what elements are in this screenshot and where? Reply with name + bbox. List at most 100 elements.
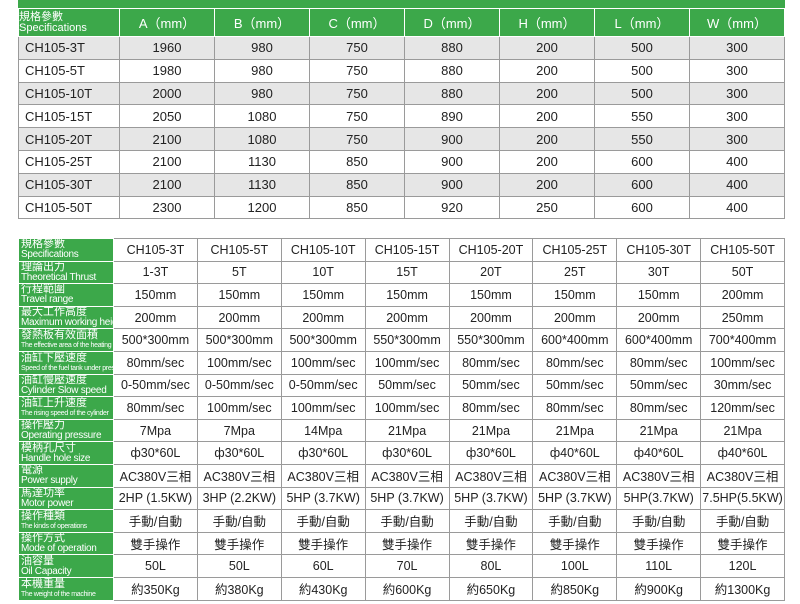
label-zh: 規格參數 [21,238,65,251]
cell: AC380V三相 [280,463,366,488]
cell: 920 [404,195,500,220]
model-cell: CH105-30T [18,172,120,197]
cell: 約380Kg [196,576,282,601]
cell: 約430Kg [280,576,366,601]
label-en: Oil Capacity [21,565,72,577]
data-row: 馬達功率 Motor power 2HP (1.5KW) 3HP (2.2KW) 5HP… [18,486,785,511]
model-cell: CH105-10T [18,81,120,106]
header-cell: H（mm） [499,8,595,37]
label-zh: 理論出力 [21,261,65,273]
cell: 900 [404,127,500,151]
cell: 550 [594,127,690,151]
cell: AC380V三相 [532,463,618,488]
cell: 手動/自動 [280,509,366,533]
cell: 50T [700,260,785,285]
cell: AC380V三相 [364,463,450,488]
cell: 雙手操作 [196,531,282,556]
cell: 約600Kg [364,576,450,601]
cell: 5HP (3.7KW) [280,486,366,511]
label-zh: 模柄孔尺寸 [21,441,76,454]
cell: 約650Kg [448,576,534,601]
cell: 20T [448,260,534,285]
cell: 100mm/sec [280,396,366,420]
cell: 100mm/sec [196,350,282,375]
cell: 10T [280,260,366,285]
cell: 21Mpa [616,418,702,443]
cell: 300 [689,36,785,60]
cell: 手動/自動 [532,509,618,533]
data-row: 油缸上升速度 The rising speed of the cylinder 80… [18,396,785,420]
cell: 110L [616,554,702,578]
cell: 50mm/sec [532,373,618,398]
data-row: CH105-30T 2100 1130 850 900 200 600 400 [18,172,785,197]
cell: 80L [448,554,534,578]
cell: 80mm/sec [113,396,198,420]
data-row: 理論出力 Theoretical Thrust 1-3T 5T 10T 15T 20T 25T… [18,260,785,285]
cell: 50L [196,554,282,578]
cell: 100mm/sec [700,350,785,375]
data-row: 操作方式 Mode of operation 雙手操作 雙手操作 雙手操作 雙手操作 雙手操… [18,531,785,556]
cell: 80mm/sec [448,350,534,375]
cell: 2100 [119,172,215,197]
cell: 550*300mm [448,328,534,352]
cell: 2HP (1.5KW) [113,486,198,511]
cell: 600*400mm [532,328,618,352]
cell: 200 [499,36,595,60]
label-cell: 規格參數 Specifications [18,238,114,262]
cell: 250 [499,195,595,220]
cell: 200 [499,127,595,151]
label-zh: 行程範圍 [21,283,65,296]
cell: 50mm/sec [616,373,702,398]
label-en: The effective area of the heating plate [21,342,113,350]
cell: 5T [196,260,282,285]
cell: AC380V三相 [700,463,785,488]
cell: 980 [214,81,310,106]
cell: 80mm/sec [113,350,198,375]
cell: 5HP(3.7KW) [616,486,702,511]
label-zh: 本機重量 [21,577,65,590]
cell: 200 [499,104,595,129]
cell: 1-3T [113,260,198,285]
cell: 150mm [364,283,450,307]
cell: 980 [214,36,310,60]
cell: 80mm/sec [616,396,702,420]
cell: 120mm/sec [700,396,785,420]
model-cell: CH105-20T [448,238,534,262]
cell: 880 [404,81,500,106]
cell: 1130 [214,172,310,197]
cell: AC380V三相 [113,463,198,488]
label-zh: 最大工作高度 [21,306,87,319]
cell: 750 [309,58,405,83]
label-cell: 油容量 Oil Capacity [18,554,114,578]
cell: 600 [594,172,690,197]
cell: 880 [404,36,500,60]
cell: 手動/自動 [700,509,785,533]
specs-table: 規格參數 Specifications CH105-3T CH105-5T CH105-… [18,238,785,601]
model-cell: CH105-25T [18,149,120,174]
cell: 500*300mm [196,328,282,352]
data-row: CH105-20T 2100 1080 750 900 200 550 300 [18,127,785,151]
label-cell: 本機重量 The weight of the machine [18,576,114,601]
model-cell: CH105-3T [113,238,198,262]
dimensions-table: 規格參數 Specifications A（mm） B（mm） C（mm） D（mm） H（… [18,8,785,220]
cell: 21Mpa [532,418,618,443]
cell: 2100 [119,127,215,151]
cell: 手動/自動 [196,509,282,533]
cell: 7Mpa [113,418,198,443]
cell: 80mm/sec [532,350,618,375]
label-zh: 馬達功率 [21,487,65,499]
cell: 150mm [196,283,282,307]
label-en: Handle hole size [21,452,91,464]
cell: 約350Kg [113,576,198,601]
header-row: 規格參數 Specifications A（mm） B（mm） C（mm） D（mm） H（… [18,8,785,37]
label-cell: 操作壓力 Operating pressure [18,418,114,443]
label-cell: 理論出力 Theoretical Thrust [18,260,114,285]
cell: 200 [499,172,595,197]
cell: 手動/自動 [616,509,702,533]
label-en: Motor power [21,497,74,509]
data-row: CH105-25T 2100 1130 850 900 200 600 400 [18,149,785,174]
cell: 300 [689,104,785,129]
cell: 500*300mm [280,328,366,352]
cell: 1200 [214,195,310,220]
